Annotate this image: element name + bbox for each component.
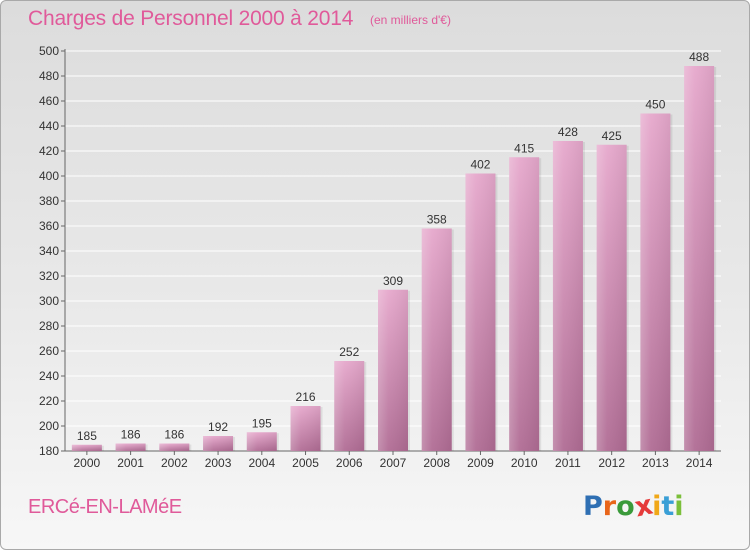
bar-sheen — [596, 144, 627, 451]
x-tick-label: 2012 — [598, 456, 625, 470]
y-tick-label: 280 — [39, 319, 59, 333]
bar-value-label: 185 — [77, 429, 97, 443]
y-tick-label: 420 — [39, 144, 59, 158]
x-tick-label: 2005 — [292, 456, 319, 470]
chart-subtitle: (en milliers d'€) — [370, 13, 451, 27]
y-tick-label: 320 — [39, 269, 59, 283]
x-tick-label: 2001 — [117, 456, 144, 470]
x-tick-label: 2013 — [642, 456, 669, 470]
bar-sheen — [159, 443, 190, 451]
bar-sheen — [203, 436, 234, 451]
bar-value-label: 195 — [252, 416, 272, 430]
x-tick-label: 2010 — [511, 456, 538, 470]
proxiti-logo[interactable]: Proxiti — [583, 490, 684, 524]
bar-value-label: 428 — [558, 125, 578, 139]
bar-value-label: 186 — [164, 428, 184, 442]
bar-sheen — [684, 66, 715, 451]
y-tick-label: 220 — [39, 394, 59, 408]
bar-sheen — [71, 444, 102, 451]
bar-sheen — [246, 432, 277, 451]
bars — [71, 66, 717, 451]
bar-value-label: 216 — [296, 390, 316, 404]
bar-sheen — [378, 289, 408, 451]
bar-value-label: 309 — [383, 274, 403, 288]
x-tick-label: 2008 — [423, 456, 450, 470]
y-tick-label: 300 — [39, 294, 59, 308]
y-tick-label: 400 — [39, 169, 59, 183]
logo-letter: t — [661, 491, 675, 522]
logo-letter: i — [652, 491, 662, 522]
x-tick-label: 2007 — [380, 456, 407, 470]
x-tick-label: 2006 — [336, 456, 363, 470]
y-tick-label: 260 — [39, 344, 59, 358]
bar-sheen — [640, 113, 671, 451]
x-tick-label: 2011 — [555, 456, 581, 470]
y-tick-label: 360 — [39, 219, 59, 233]
bar-value-label: 425 — [602, 129, 622, 143]
bar-value-label: 192 — [208, 420, 228, 434]
chart-title: Charges de Personnel 2000 à 2014 — [28, 7, 354, 30]
y-tick-label: 240 — [39, 369, 59, 383]
y-tick-label: 460 — [39, 94, 59, 108]
bar-value-label: 450 — [645, 98, 665, 112]
bar-sheen — [509, 157, 540, 451]
bar-sheen — [552, 141, 583, 451]
axes: 180 200 220 240 260 280 300 320 340 360 380 400 420 4… — [39, 44, 721, 470]
commune-name: ERCé-EN-LAMéE — [28, 496, 182, 518]
y-tick-label: 480 — [39, 69, 59, 83]
bar-sheen — [290, 406, 321, 451]
x-tick-label: 2009 — [467, 456, 494, 470]
bar-value-label: 358 — [427, 213, 447, 227]
x-tick-label: 2014 — [686, 456, 713, 470]
x-tick-label: 2000 — [74, 456, 101, 470]
x-tick-label: 2003 — [205, 456, 232, 470]
y-tick-label: 340 — [39, 244, 59, 258]
bar-value-label: 252 — [339, 345, 359, 359]
x-tick-label: 2004 — [248, 456, 275, 470]
y-tick-label: 380 — [39, 194, 59, 208]
y-tick-label: 440 — [39, 119, 59, 133]
y-tick-label: 200 — [39, 419, 59, 433]
bar-sheen — [115, 443, 146, 451]
bar-sheen — [465, 173, 496, 451]
bar-value-label: 415 — [514, 141, 534, 155]
y-tick-label: 500 — [39, 44, 59, 58]
bar-value-label: 488 — [689, 50, 709, 64]
logo-letter: o — [616, 491, 635, 522]
data-labels: 185 186 186 192 195 216 252 309 358 402 415 428 425 4… — [77, 50, 710, 443]
logo-letter: r — [602, 491, 617, 522]
bar-value-label: 402 — [470, 158, 490, 172]
bar-sheen — [421, 228, 452, 451]
logo-letter: i — [674, 491, 684, 522]
logo-letter: P — [583, 491, 603, 522]
x-tick-label: 2002 — [161, 456, 188, 470]
y-tick-label: 180 — [39, 444, 59, 458]
bar-sheen — [334, 361, 365, 451]
bar-value-label: 186 — [121, 428, 141, 442]
